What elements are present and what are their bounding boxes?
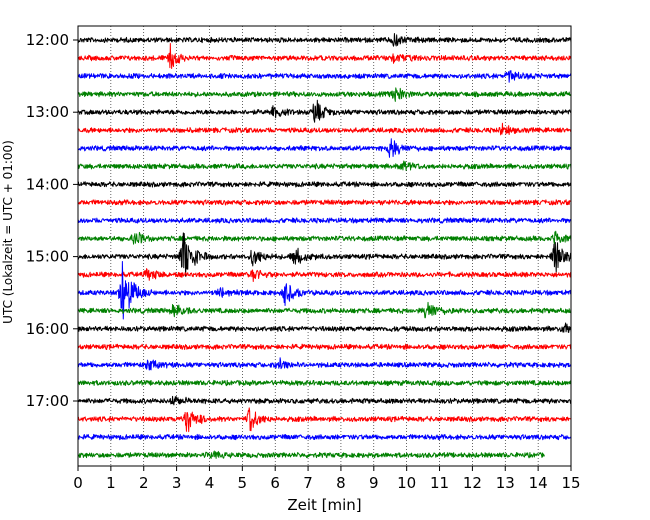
- trace-1245: [77, 87, 572, 102]
- trace-1645: [77, 379, 572, 387]
- y-tick-label: 16:00: [26, 320, 69, 338]
- x-tick-label: 8: [336, 474, 346, 492]
- trace-1715: [77, 407, 572, 433]
- x-tick-label: 0: [73, 474, 83, 492]
- trace-1745: [77, 450, 545, 459]
- trace-1615: [77, 343, 572, 351]
- x-axis-ticks: 0 1 2 3 4 5 6 7 8 9 10 11 12 13 14 15: [73, 466, 581, 492]
- x-tick-label: 12: [463, 474, 482, 492]
- y-tick-label: 15:00: [26, 248, 69, 266]
- trace-1300: [77, 99, 572, 123]
- x-tick-label: 2: [139, 474, 149, 492]
- trace-1545: [77, 301, 572, 319]
- x-tick-label: 11: [430, 474, 449, 492]
- y-axis-label: UTC (Lokalzeit = UTC + 01:00): [1, 140, 15, 324]
- trace-1515: [77, 268, 572, 283]
- x-tick-label: 6: [270, 474, 280, 492]
- trace-1415: [77, 199, 572, 206]
- trace-1230: [77, 70, 572, 83]
- x-axis-label: Zeit [min]: [287, 496, 361, 514]
- x-tick-label: 14: [529, 474, 548, 492]
- trace-1200: [77, 33, 572, 47]
- x-tick-label: 7: [303, 474, 313, 492]
- grid-lines: [110, 26, 539, 466]
- y-tick-label: 14:00: [26, 175, 69, 193]
- trace-1315: [77, 122, 572, 136]
- trace-1215: [77, 43, 572, 70]
- x-tick-label: 9: [369, 474, 379, 492]
- x-tick-label: 15: [561, 474, 580, 492]
- trace-1330: [77, 138, 572, 158]
- trace-1445: [77, 230, 572, 245]
- traces: [77, 33, 572, 459]
- trace-1630: [77, 357, 572, 371]
- y-tick-label: 13:00: [26, 103, 69, 121]
- x-tick-label: 3: [172, 474, 182, 492]
- trace-1400: [77, 181, 572, 188]
- y-tick-label: 17:00: [26, 392, 69, 410]
- x-tick-label: 1: [106, 474, 116, 492]
- trace-1345: [77, 160, 572, 171]
- x-tick-label: 4: [205, 474, 215, 492]
- y-tick-label: 12:00: [26, 31, 69, 49]
- x-tick-label: 13: [496, 474, 515, 492]
- trace-1700: [77, 395, 572, 406]
- trace-1730: [77, 433, 572, 441]
- trace-1530: [77, 261, 572, 320]
- y-axis-ticks: 12:00 13:00 14:00 15:00 16:00 17:00: [26, 31, 78, 410]
- plot-frame: [77, 25, 572, 467]
- x-tick-label: 5: [238, 474, 248, 492]
- x-tick-label: 10: [397, 474, 416, 492]
- trace-1500: [77, 232, 572, 277]
- trace-1430: [77, 217, 572, 224]
- trace-1600: [77, 322, 572, 333]
